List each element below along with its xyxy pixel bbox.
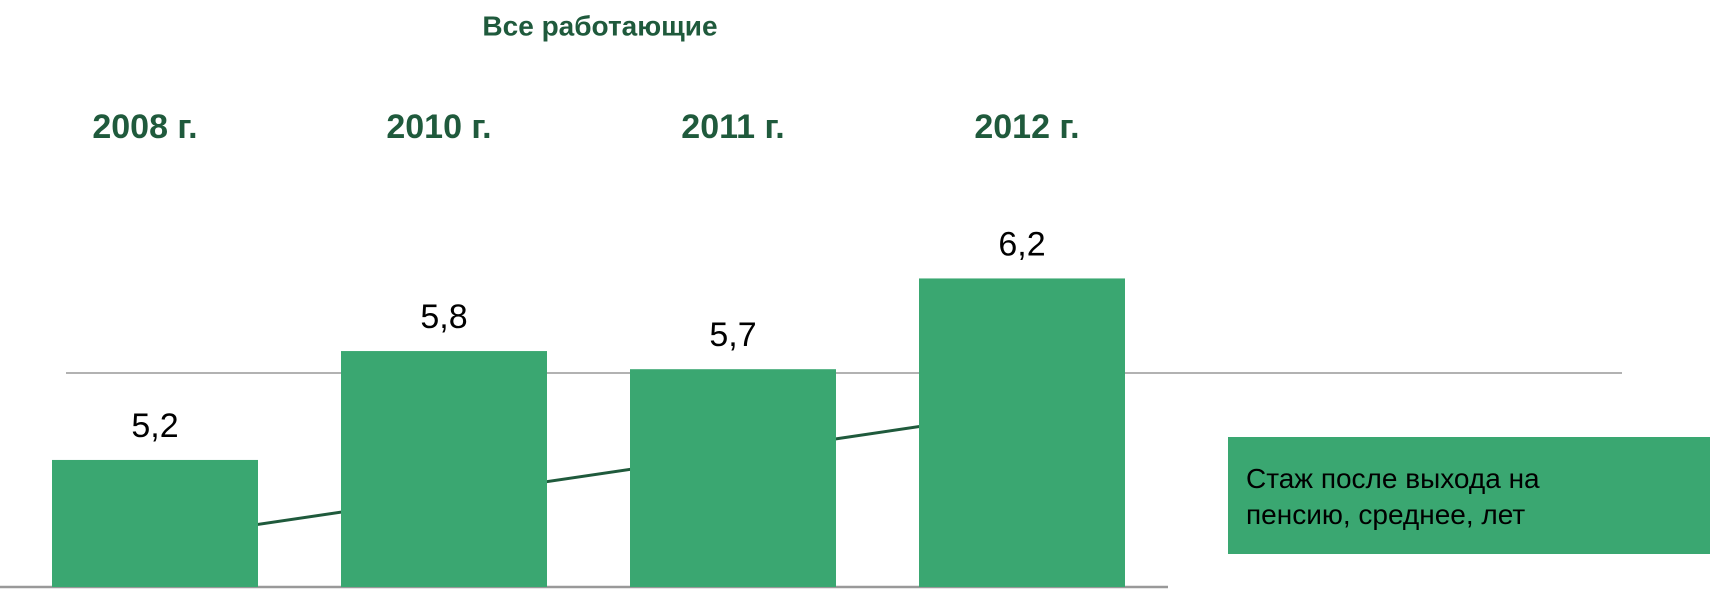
- trend-arrow: [145, 406, 1058, 543]
- value-label: 5,7: [709, 316, 756, 354]
- bar: [52, 459, 258, 587]
- chart-title: Все работающие: [482, 10, 717, 41]
- category-label: 2008 г.: [92, 108, 197, 146]
- bar: [630, 369, 836, 587]
- bar: [341, 351, 547, 587]
- legend: Стаж после выхода на пенсию, среднее, ле…: [1228, 437, 1710, 554]
- bar: [919, 278, 1125, 587]
- legend-label: Стаж после выхода на пенсию, среднее, ле…: [1246, 463, 1540, 530]
- category-label: 2010 г.: [386, 108, 491, 146]
- value-label: 6,2: [998, 225, 1045, 263]
- value-label: 5,2: [131, 407, 178, 445]
- category-label: 2011 г.: [681, 108, 784, 146]
- value-label: 5,8: [420, 298, 467, 336]
- category-label: 2012 г.: [974, 108, 1079, 146]
